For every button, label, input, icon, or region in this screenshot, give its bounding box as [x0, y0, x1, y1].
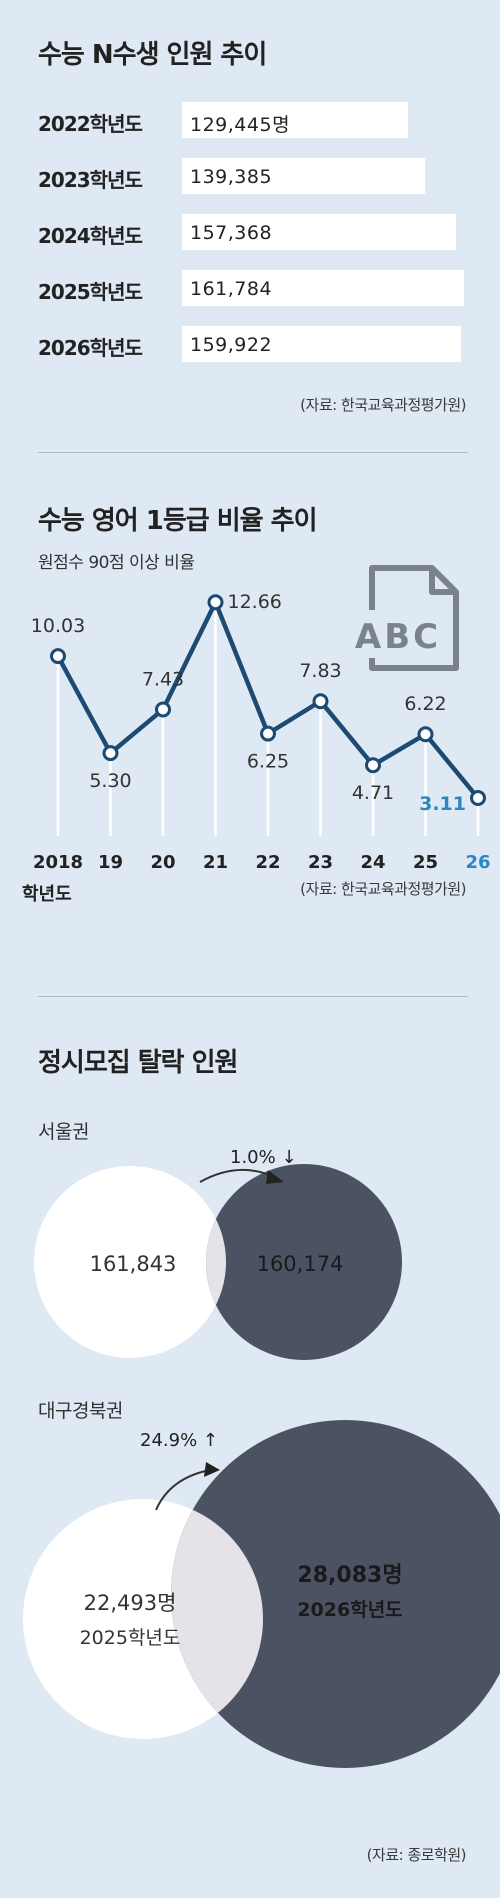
bar-value: 159,922 [190, 334, 273, 356]
data-label: 5.30 [89, 770, 131, 792]
source-note: (자료: 한국교육과정평가원) [300, 880, 466, 898]
data-label: 3.11 [419, 793, 466, 815]
year-label: 2024학년도 [38, 224, 143, 248]
group-label-seoul: 서울권 [38, 1121, 89, 1143]
value-2025-seoul: 161,843 [90, 1252, 177, 1276]
data-label: 12.66 [228, 591, 282, 613]
change-daegu: 24.9% ↑ [140, 1430, 218, 1451]
x-tick-label: 19 [98, 852, 123, 873]
data-label: 7.83 [299, 660, 341, 682]
value-2025-daegu: 22,493명 [84, 1591, 177, 1615]
year-label: 2026학년도 [38, 336, 143, 360]
year-2025-daegu: 2025학년도 [80, 1627, 181, 1649]
data-point [260, 725, 276, 742]
data-point [417, 726, 434, 743]
rejected-title: 정시모집 탈락 인원 [38, 1048, 238, 1078]
bubble-2026-seoul [206, 1164, 402, 1360]
x-tick-label: 23 [308, 852, 333, 873]
bar [182, 158, 425, 194]
year-label: 2023학년도 [38, 168, 143, 192]
data-point [207, 594, 224, 611]
bar [182, 270, 464, 306]
data-point [155, 701, 171, 718]
curved-arrow-icon [199, 1169, 284, 1184]
n-repeaters-title: 수능 N수생 인원 추이 [38, 40, 267, 70]
bar [182, 214, 456, 250]
source-note: (자료: 한국교육과정평가원) [300, 396, 466, 414]
year-2026-daegu: 2026학년도 [297, 1599, 402, 1621]
data-label: 7.43 [142, 668, 184, 690]
value-2026-daegu: 28,083명 [297, 1563, 402, 1588]
change-seoul: 1.0% ↓ [230, 1147, 297, 1168]
data-point [312, 693, 329, 710]
x-tick-label: 26 [465, 852, 490, 873]
year-label: 2025학년도 [38, 280, 143, 304]
x-tick-label: 21 [203, 852, 228, 873]
bar [182, 102, 408, 138]
bar-value: 139,385 [190, 166, 273, 188]
value-2026-seoul: 160,174 [257, 1252, 344, 1276]
bar-value: 129,445명 [190, 114, 291, 136]
data-label: 4.71 [352, 782, 394, 804]
data-point [102, 745, 119, 762]
abc-document-icon: ABC [345, 565, 459, 671]
x-tick-label: 22 [255, 852, 280, 873]
x-tick-label: 24 [360, 852, 385, 873]
bar [182, 326, 461, 362]
section-divider [38, 996, 468, 997]
x-axis-suffix: 학년도 [22, 884, 72, 905]
english-grade1-subtitle: 원점수 90점 이상 비율 [38, 553, 195, 573]
abc-icon-text: ABC [355, 617, 441, 657]
data-label: 10.03 [31, 615, 85, 637]
group-label-daegu: 대구경북권 [38, 1400, 123, 1422]
bubble-2026-daegu [171, 1420, 500, 1768]
source-note: (자료: 종로학원) [366, 1846, 467, 1864]
bubble-2025-seoul [34, 1166, 226, 1358]
x-tick-label: 2018 [33, 852, 83, 873]
year-label: 2022학년도 [38, 112, 143, 136]
curved-arrow-icon [155, 1462, 220, 1511]
x-tick-label: 20 [150, 852, 175, 873]
bar-value: 157,368 [190, 222, 273, 244]
data-point [50, 648, 66, 665]
data-label: 6.22 [404, 693, 446, 715]
data-label: 6.25 [247, 751, 289, 773]
english-grade1-title: 수능 영어 1등급 비율 추이 [38, 506, 317, 536]
bar-value: 161,784 [190, 278, 273, 300]
x-tick-label: 25 [413, 852, 438, 873]
data-point [365, 757, 381, 774]
data-point [470, 790, 486, 806]
section-divider [38, 452, 468, 453]
